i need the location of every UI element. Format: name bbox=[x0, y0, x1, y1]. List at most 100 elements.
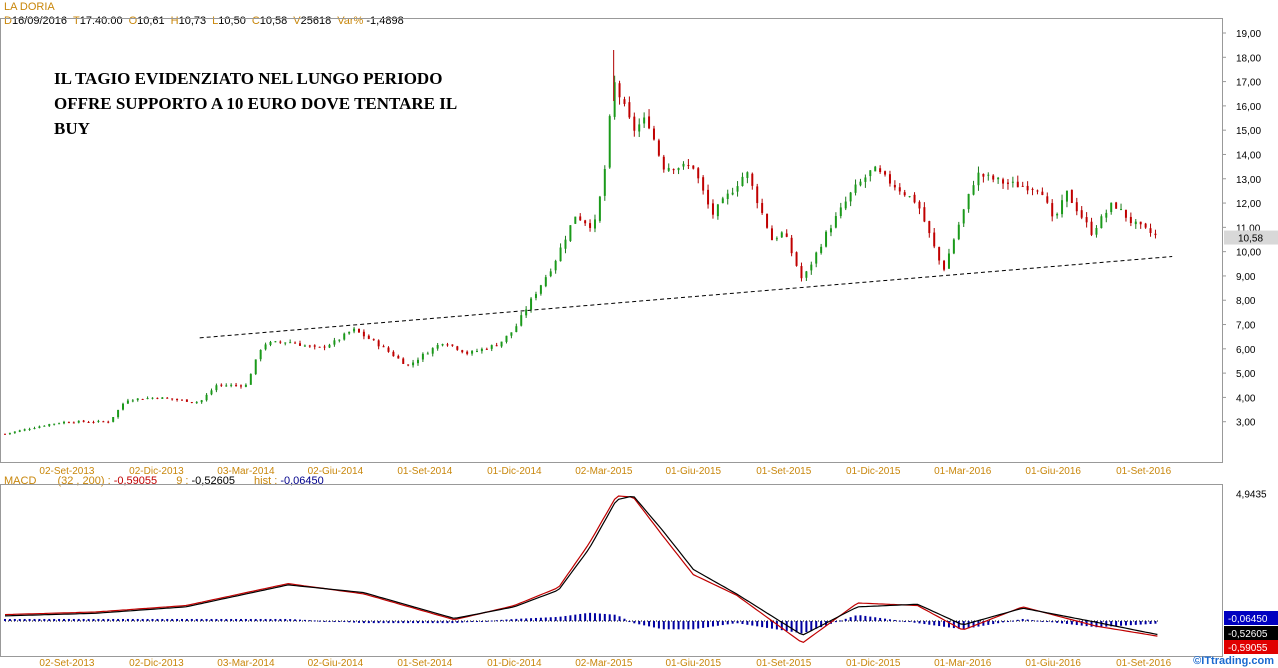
candle-body bbox=[1134, 221, 1137, 225]
candle-body bbox=[1115, 202, 1118, 209]
macd-hist-bar bbox=[259, 618, 262, 622]
candle-body bbox=[421, 353, 424, 360]
macd-hist-bar bbox=[997, 621, 1000, 624]
macd-hist-bar bbox=[933, 621, 936, 626]
candle-body bbox=[18, 430, 21, 432]
macd-hist-bar bbox=[1075, 621, 1078, 626]
macd-hist-bar bbox=[87, 618, 90, 622]
candle-body bbox=[559, 247, 562, 262]
macd-hist-bar bbox=[849, 617, 852, 622]
candle-body bbox=[407, 364, 410, 366]
macd-hist-bar bbox=[190, 618, 193, 622]
candle-body bbox=[146, 398, 149, 400]
x-tick-label: 02-Set-2013 bbox=[39, 658, 94, 668]
candle-body bbox=[618, 83, 621, 98]
macd-hist-bar bbox=[171, 618, 174, 622]
macd-hist-bar bbox=[431, 621, 434, 624]
x-tick-label: 01-Set-2016 bbox=[1116, 658, 1171, 668]
y-tick-label: 12,00 bbox=[1236, 199, 1261, 210]
candle-body bbox=[102, 421, 105, 423]
candle-body bbox=[239, 385, 242, 387]
candle-body bbox=[898, 187, 901, 192]
candle-body bbox=[195, 402, 198, 404]
last-price-label: 10,58 bbox=[1238, 234, 1263, 245]
x-tick-label: 01-Giu-2015 bbox=[666, 466, 722, 477]
macd-hist-bar bbox=[569, 615, 572, 622]
candle-body bbox=[962, 209, 965, 224]
candle-body bbox=[190, 402, 193, 404]
candle-body bbox=[859, 181, 862, 186]
macd-hist-bar bbox=[603, 613, 606, 622]
candle-body bbox=[751, 173, 754, 186]
y-tick-label: 8,00 bbox=[1236, 296, 1256, 307]
macd-hist-bar bbox=[756, 621, 759, 627]
macd-hist-bar bbox=[628, 621, 631, 623]
macd-hist-bar bbox=[471, 621, 474, 623]
macd-value-box bbox=[1224, 611, 1278, 625]
macd-hist-bar bbox=[377, 621, 380, 624]
macd-hist-bar bbox=[790, 621, 793, 632]
macd-hist-bar bbox=[490, 620, 493, 622]
macd-hist-bar bbox=[308, 620, 311, 622]
candle-body bbox=[58, 423, 61, 425]
macd-hist-bar bbox=[294, 619, 297, 622]
candle-body bbox=[874, 166, 877, 172]
candle-body bbox=[761, 203, 764, 213]
candle-body bbox=[333, 340, 336, 345]
candle-body bbox=[372, 339, 375, 341]
candle-body bbox=[151, 397, 154, 399]
candle-body bbox=[382, 346, 385, 348]
candle-body bbox=[259, 349, 262, 360]
candle-body bbox=[500, 341, 503, 347]
macd-hist-bar bbox=[136, 618, 139, 622]
candle-body bbox=[377, 340, 380, 347]
macd-panel-frame bbox=[0, 484, 1223, 657]
macd-hist-bar bbox=[18, 618, 21, 622]
macd-hist-bar bbox=[1002, 621, 1005, 623]
annotation-text: IL TAGIO EVIDENZIATO NEL LUNGO PERIODO O… bbox=[54, 69, 457, 138]
candle-body bbox=[1154, 233, 1157, 236]
candle-body bbox=[1051, 203, 1054, 217]
x-tick-label: 01-Set-2015 bbox=[756, 658, 811, 668]
candle-body bbox=[741, 176, 744, 186]
support-trendline bbox=[199, 256, 1173, 339]
macd-value-box-label: -0,06450 bbox=[1228, 614, 1268, 625]
macd-hist-bar bbox=[884, 618, 887, 622]
candle-body bbox=[235, 384, 238, 386]
macd-hist-bar bbox=[589, 612, 592, 622]
candle-body bbox=[997, 177, 1000, 180]
macd-hist-bar bbox=[28, 618, 31, 622]
candle-body bbox=[441, 344, 444, 346]
candle-body bbox=[613, 82, 616, 117]
macd-hist-bar bbox=[1061, 621, 1064, 624]
y-tick-label: 10,00 bbox=[1236, 248, 1261, 259]
readout-label: H bbox=[170, 15, 179, 27]
candle-body bbox=[839, 207, 842, 217]
macd-hist-bar bbox=[126, 618, 129, 622]
macd-hist-bar bbox=[1041, 621, 1044, 623]
candle-body bbox=[603, 169, 606, 196]
macd-hist-bar bbox=[928, 621, 931, 625]
macd-hist-bar bbox=[500, 619, 503, 622]
macd-hist-bar bbox=[1051, 621, 1054, 623]
candle-body bbox=[766, 213, 769, 228]
macd-hist-bar bbox=[780, 621, 783, 631]
candle-body bbox=[633, 116, 636, 131]
macd-hist-bar bbox=[466, 621, 469, 623]
y-tick-label: 19,00 bbox=[1236, 29, 1261, 40]
candle-body bbox=[662, 156, 665, 170]
macd-hist-bar bbox=[495, 620, 498, 622]
candle-body bbox=[589, 223, 592, 228]
x-tick-label: 01-Dic-2014 bbox=[487, 466, 542, 477]
macd-hist-bar bbox=[525, 618, 528, 622]
candle-body bbox=[893, 184, 896, 188]
macd-value-box-label: -0,52605 bbox=[1228, 629, 1268, 640]
candle-body bbox=[810, 264, 813, 271]
macd-hist-bar bbox=[298, 619, 301, 622]
candle-body bbox=[947, 253, 950, 269]
macd-hist-bar bbox=[898, 620, 901, 622]
candle-body bbox=[584, 220, 587, 224]
candle-body bbox=[1080, 210, 1083, 218]
candle-body bbox=[1041, 191, 1044, 196]
